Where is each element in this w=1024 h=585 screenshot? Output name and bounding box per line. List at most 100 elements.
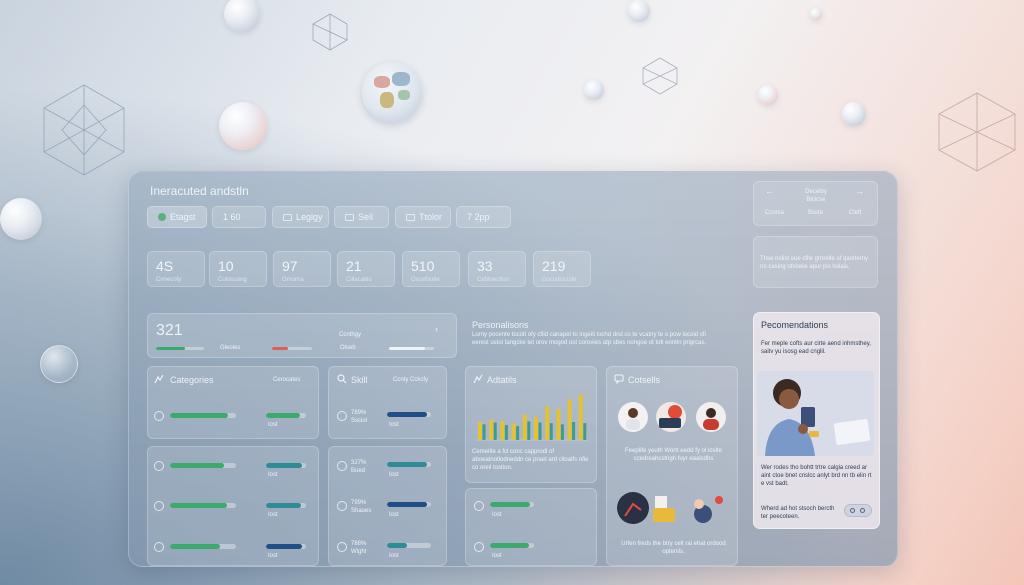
skill-percent: 799% <box>351 500 367 506</box>
side-nav-center: Deceiby Blcicse <box>805 189 827 203</box>
circle-icon <box>337 461 347 471</box>
skill-sub-2: Iost <box>389 472 399 478</box>
summary-label: Gleoies <box>220 345 241 351</box>
summary-label: Olseb <box>340 345 356 351</box>
category-secondary-bar <box>266 463 306 468</box>
side-nav-item[interactable]: Ccnrsa <box>765 210 785 216</box>
summary-progress-white <box>389 347 434 350</box>
workspace-illustration <box>617 492 723 524</box>
side-nav-item[interactable]: Bsste <box>808 210 824 216</box>
stat-card[interactable]: 97 Omonra <box>273 251 331 287</box>
analytics-row-sub: Iost <box>492 512 502 518</box>
dashboard-title: Ineracuted andstln <box>150 184 249 198</box>
square-icon <box>406 213 415 221</box>
decorative-sphere <box>0 198 42 240</box>
analytics-progress-bar <box>490 543 534 548</box>
chart-bar <box>534 417 538 440</box>
circle-icon <box>474 542 484 552</box>
stat-card[interactable]: 219 Gociatioctsle <box>533 251 591 287</box>
chat-icon <box>614 374 624 384</box>
category-row-sub: Iost <box>268 512 278 518</box>
circle-icon <box>154 501 164 511</box>
category-secondary-bar <box>266 544 306 549</box>
chart-bar <box>583 423 587 440</box>
circle-icon <box>154 542 164 552</box>
decorative-sphere <box>224 0 260 32</box>
categories-title: Categories <box>170 375 214 385</box>
summary-progress-red <box>272 347 312 350</box>
circle-icon <box>474 501 484 511</box>
summary-progress-green <box>156 347 204 350</box>
stat-card[interactable]: 510 Oscefoutie <box>402 251 460 287</box>
consults-text: Feeplife yeuth Wortt eedd fy ol loslte c… <box>625 448 722 462</box>
personalities-body: Lorny pocente tocotl ofy cfild canapet t… <box>472 332 707 346</box>
category-progress-bar <box>170 503 236 508</box>
decorative-sphere <box>758 85 778 105</box>
filter-ttolor[interactable]: Ttolor <box>395 206 451 228</box>
summary-value: 321 <box>156 322 183 339</box>
chart-bar <box>545 406 550 440</box>
skill-sub: Ssciol <box>351 418 368 424</box>
recommendations-intro: Fer meple cofts aur cirte aend inhmsthey… <box>761 341 871 355</box>
category-progress-bar <box>170 544 236 549</box>
category-secondary-bar <box>266 503 306 508</box>
polyhedron-wireframe <box>642 57 678 95</box>
globe-icon <box>362 62 422 122</box>
chart-bar <box>556 408 561 440</box>
decorative-bubble <box>40 345 78 383</box>
stat-card[interactable]: 33 Cebtoection <box>468 251 526 287</box>
chart-bar <box>549 423 553 440</box>
filter-etagst[interactable]: Etagst <box>147 206 207 228</box>
side-nav-item[interactable]: Cleft <box>849 210 862 216</box>
skill-side-label: Ccnty Cckcfy <box>393 377 429 383</box>
prev-arrow-icon[interactable]: ← <box>765 186 774 196</box>
analytics-progress-bar <box>490 502 534 507</box>
consults-card <box>606 366 738 566</box>
skill-sub: Shaoes <box>351 508 372 514</box>
decorative-sphere <box>810 8 822 20</box>
chart-bar <box>527 421 531 440</box>
circle-icon <box>154 461 164 471</box>
category-row-sub: Iost <box>268 422 278 428</box>
skill-sub-2: Iost <box>389 512 399 518</box>
toggle-switch[interactable] <box>844 504 872 517</box>
skill-percent: 789% <box>351 410 367 416</box>
filter-leglgy[interactable]: Leglgy <box>272 206 329 228</box>
stat-card[interactable]: 4S Cnnecoty <box>147 251 205 287</box>
search-icon <box>337 374 347 384</box>
skill-progress-bar <box>387 543 431 548</box>
skill-progress-bar <box>387 412 431 417</box>
chart-bar <box>511 423 516 440</box>
chart-bar <box>560 424 564 440</box>
consults-title: Cotsells <box>628 375 661 385</box>
side-note-text: Thse nolist oue cfile grnrelle of qaorle… <box>760 256 869 270</box>
chevron-right-icon[interactable]: › <box>435 324 438 334</box>
polyhedron-wireframe <box>938 92 1016 172</box>
category-secondary-bar <box>266 413 306 418</box>
person-with-tablet-illustration <box>757 371 874 456</box>
filter-7-2pp[interactable]: 7 2pp <box>456 206 511 228</box>
green-dot-icon <box>158 213 166 221</box>
square-icon <box>283 213 292 221</box>
summary-card[interactable] <box>147 313 457 358</box>
chart-bar <box>567 399 572 440</box>
chart-bar <box>522 414 527 440</box>
next-arrow-icon[interactable]: → <box>855 186 864 196</box>
side-nav-card <box>753 181 878 226</box>
decorative-sphere <box>219 102 267 150</box>
skill-sub: Boed <box>351 468 366 474</box>
stat-card[interactable]: 10 Colorcoing <box>209 251 267 287</box>
filter-160[interactable]: 1 60 <box>212 206 266 228</box>
chart-bar <box>504 424 508 440</box>
chart-bar <box>489 419 494 440</box>
circle-icon <box>154 411 164 421</box>
chart-bar <box>493 422 497 440</box>
skill-card <box>328 366 447 439</box>
skill-sub-2: Iost <box>389 422 399 428</box>
analytics-text: Cemeitle a fcl conc capprodl of aboeatno… <box>472 449 589 471</box>
chart-bar <box>478 421 482 440</box>
chart-bar <box>538 422 542 440</box>
filter-seil[interactable]: Seil <box>334 206 389 228</box>
stat-card[interactable]: 21 Cillacaitio <box>337 251 395 287</box>
recommendations-note: Wherd ad hot stsoch bercth ter peecoteen… <box>761 506 835 520</box>
